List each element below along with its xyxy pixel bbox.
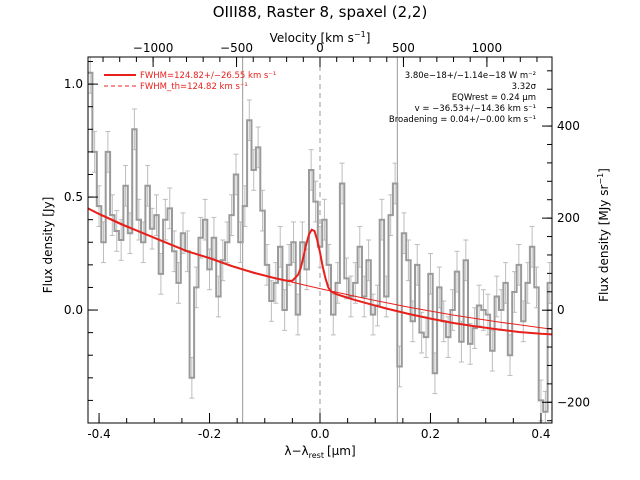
x-tick-label: -0.4 xyxy=(87,427,110,441)
top-axis-title: Velocity [km s−1] xyxy=(270,30,371,45)
top-tick-label: 0 xyxy=(316,41,324,55)
ticks-layer: -0.4 -0.2 0.0 0.2 0.4 −1000 −500 0 500 1000 0.0 0.5… xyxy=(64,41,590,441)
x-tick-label: 0.0 xyxy=(310,427,329,441)
x-tick-label: -0.2 xyxy=(198,427,221,441)
right-tick-label: −200 xyxy=(557,395,590,409)
x-tick-label: 0.2 xyxy=(421,427,440,441)
y-tick-label: 1.0 xyxy=(64,77,83,91)
fit-layer xyxy=(87,207,553,336)
fit-annotations: 3.80e−18+/−1.14e−18 W m⁻² 3.32σ EQWrest … xyxy=(389,71,537,125)
annotation-sigma: 3.32σ xyxy=(512,82,537,92)
y-tick-label: 0.5 xyxy=(64,190,83,204)
right-axis-title: Flux density [MJy sr−1] xyxy=(596,168,611,302)
right-tick-label: 0 xyxy=(557,303,565,317)
top-tick-label: −1000 xyxy=(133,41,174,55)
right-tick-label: 400 xyxy=(557,119,580,133)
y-axis-title: Flux density [Jy] xyxy=(41,197,55,294)
annotation-broadening: Broadening = 0.04+/−0.00 km s⁻¹ xyxy=(389,115,536,125)
legend: FWHM=124.82+/−26.55 km s⁻¹ FWHM_th=124.8… xyxy=(104,71,276,92)
x-axis-title: λ−λrest [μm] xyxy=(284,444,355,460)
chart-title: OIII88, Raster 8, spaxel (2,2) xyxy=(213,3,428,21)
top-tick-label: 1000 xyxy=(472,41,503,55)
annotation-eqw: EQWrest = 0.24 μm xyxy=(452,93,536,103)
legend-label-fit: FWHM=124.82+/−26.55 km s⁻¹ xyxy=(140,71,276,81)
right-tick-label: 200 xyxy=(557,211,580,225)
annotation-line-flux: 3.80e−18+/−1.14e−18 W m⁻² xyxy=(405,71,536,81)
top-tick-label: −500 xyxy=(220,41,253,55)
spectrum-step-line xyxy=(88,71,552,413)
y-tick-label: 0.0 xyxy=(64,303,83,317)
annotation-velocity: v = −36.53+/−14.36 km s⁻¹ xyxy=(415,104,536,114)
top-tick-label: 500 xyxy=(392,41,415,55)
spectrum-layer xyxy=(88,71,552,413)
legend-label-fwhm-th: FWHM_th=124.82 km s⁻¹ xyxy=(140,82,248,92)
fit-line xyxy=(87,207,553,336)
x-tick-label: 0.4 xyxy=(531,427,550,441)
